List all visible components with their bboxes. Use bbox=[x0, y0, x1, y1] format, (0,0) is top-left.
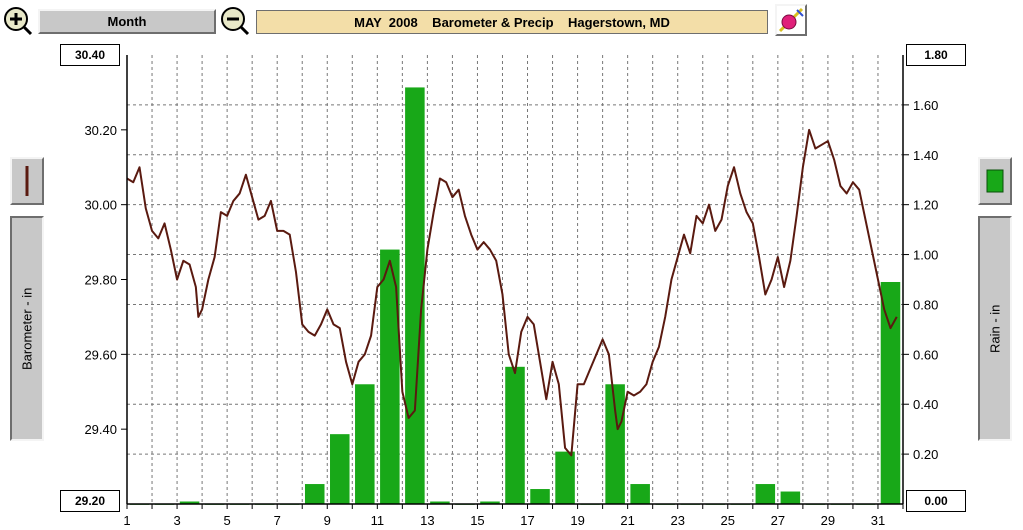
x-tick-label: 21 bbox=[620, 513, 634, 528]
x-tick-label: 7 bbox=[274, 513, 281, 528]
line-swatch-icon bbox=[25, 166, 29, 196]
rain-max-value: 1.80 bbox=[906, 44, 966, 66]
y-left-tick-label: 30.20 bbox=[84, 123, 117, 138]
rain-bar bbox=[179, 501, 200, 504]
clear-button[interactable] bbox=[775, 4, 807, 36]
rain-min-value: 0.00 bbox=[906, 490, 966, 512]
y-right-tick-label: 1.00 bbox=[913, 248, 938, 263]
y-left-tick-label: 29.40 bbox=[84, 422, 117, 437]
rain-bar bbox=[380, 249, 400, 504]
rain-bar bbox=[430, 501, 450, 504]
rain-bar bbox=[605, 384, 625, 504]
rain-bar bbox=[330, 434, 350, 504]
y-right-tick-label: 0.40 bbox=[913, 397, 938, 412]
eraser-icon bbox=[778, 7, 804, 33]
y-right-tick-label: 0.60 bbox=[913, 347, 938, 362]
chart-title: MAY 2008 Barometer & Precip Hagerstown, … bbox=[256, 10, 768, 34]
rain-series-toggle[interactable] bbox=[978, 157, 1012, 205]
rain-bar bbox=[355, 384, 375, 504]
y-right-tick-label: 1.60 bbox=[913, 98, 938, 113]
zoom-out-icon bbox=[221, 7, 250, 36]
zoom-out-button[interactable] bbox=[220, 6, 250, 36]
x-tick-label: 5 bbox=[224, 513, 231, 528]
x-tick-label: 13 bbox=[420, 513, 434, 528]
x-tick-label: 11 bbox=[371, 513, 385, 528]
x-tick-label: 9 bbox=[324, 513, 331, 528]
rain-bar bbox=[630, 484, 650, 504]
zoom-in-button[interactable] bbox=[3, 6, 33, 36]
y-left-tick-label: 30.00 bbox=[84, 198, 117, 213]
baro-max-value: 30.40 bbox=[60, 44, 120, 66]
baro-min-value: 29.20 bbox=[60, 490, 120, 512]
rain-bars bbox=[129, 87, 901, 505]
x-tick-label: 1 bbox=[123, 513, 130, 528]
month-button[interactable]: Month bbox=[38, 9, 216, 34]
rain-bar bbox=[755, 484, 776, 504]
y-right-tick-label: 0.20 bbox=[913, 447, 938, 462]
bar-swatch-icon bbox=[986, 169, 1004, 193]
y-right-tick-label: 0.80 bbox=[913, 297, 938, 312]
x-tick-label: 23 bbox=[670, 513, 684, 528]
zoom-in-icon bbox=[4, 7, 33, 36]
rain-bar bbox=[505, 366, 525, 504]
rain-bar bbox=[880, 281, 901, 504]
rain-bar bbox=[530, 489, 550, 504]
y-right-tick-label: 1.20 bbox=[913, 198, 938, 213]
x-tick-label: 29 bbox=[821, 513, 835, 528]
tick-labels: 30.2030.0029.8029.6029.401.601.401.201.0… bbox=[84, 98, 938, 528]
rain-bar bbox=[405, 87, 425, 504]
grid-lines bbox=[127, 55, 903, 504]
rain-bar bbox=[480, 501, 500, 504]
barometer-line bbox=[126, 128, 898, 457]
barometer-line-group bbox=[126, 128, 898, 457]
rain-bar bbox=[780, 491, 801, 504]
y-left-tick-label: 29.80 bbox=[84, 273, 117, 288]
rain-bar bbox=[555, 451, 575, 504]
rain-bar bbox=[304, 484, 325, 504]
x-tick-label: 27 bbox=[771, 513, 785, 528]
x-tick-label: 31 bbox=[871, 513, 885, 528]
y-left-tick-label: 29.60 bbox=[84, 347, 117, 362]
x-tick-label: 19 bbox=[570, 513, 584, 528]
x-tick-label: 15 bbox=[470, 513, 484, 528]
y-right-tick-label: 1.40 bbox=[913, 148, 938, 163]
barometer-series-toggle[interactable] bbox=[10, 157, 44, 205]
x-tick-label: 3 bbox=[173, 513, 180, 528]
x-tick-label: 17 bbox=[520, 513, 534, 528]
x-tick-label: 25 bbox=[721, 513, 735, 528]
axes bbox=[121, 55, 909, 509]
